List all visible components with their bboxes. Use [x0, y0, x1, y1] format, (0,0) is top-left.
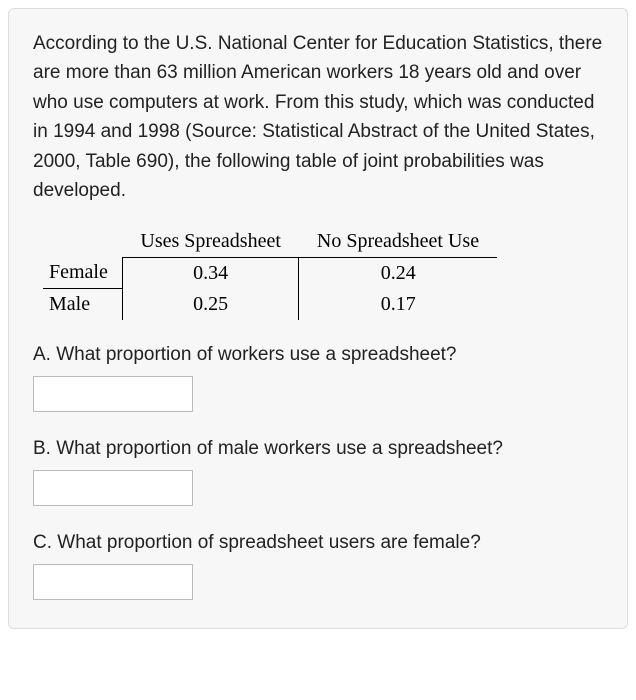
cell-female-no: 0.24 [299, 257, 497, 289]
col-header-no-use: No Spreadsheet Use [299, 226, 497, 258]
question-c-text: C. What proportion of spreadsheet users … [33, 532, 603, 554]
answer-input-c[interactable] [33, 564, 193, 600]
answer-input-b[interactable] [33, 470, 193, 506]
probability-table: Uses Spreadsheet No Spreadsheet Use Fema… [43, 226, 497, 321]
table-corner-cell [43, 226, 122, 258]
intro-paragraph: According to the U.S. National Center fo… [33, 29, 603, 206]
question-b-text: B. What proportion of male workers use a… [33, 438, 603, 460]
row-label-female: Female [43, 257, 122, 289]
question-card: According to the U.S. National Center fo… [8, 8, 628, 629]
answer-input-a[interactable] [33, 376, 193, 412]
row-label-male: Male [43, 289, 122, 321]
table-row: Female 0.34 0.24 [43, 257, 497, 289]
cell-female-uses: 0.34 [122, 257, 299, 289]
col-header-uses: Uses Spreadsheet [122, 226, 299, 258]
table-row: Male 0.25 0.17 [43, 289, 497, 321]
cell-male-uses: 0.25 [122, 289, 299, 321]
question-a-text: A. What proportion of workers use a spre… [33, 344, 603, 366]
cell-male-no: 0.17 [299, 289, 497, 321]
